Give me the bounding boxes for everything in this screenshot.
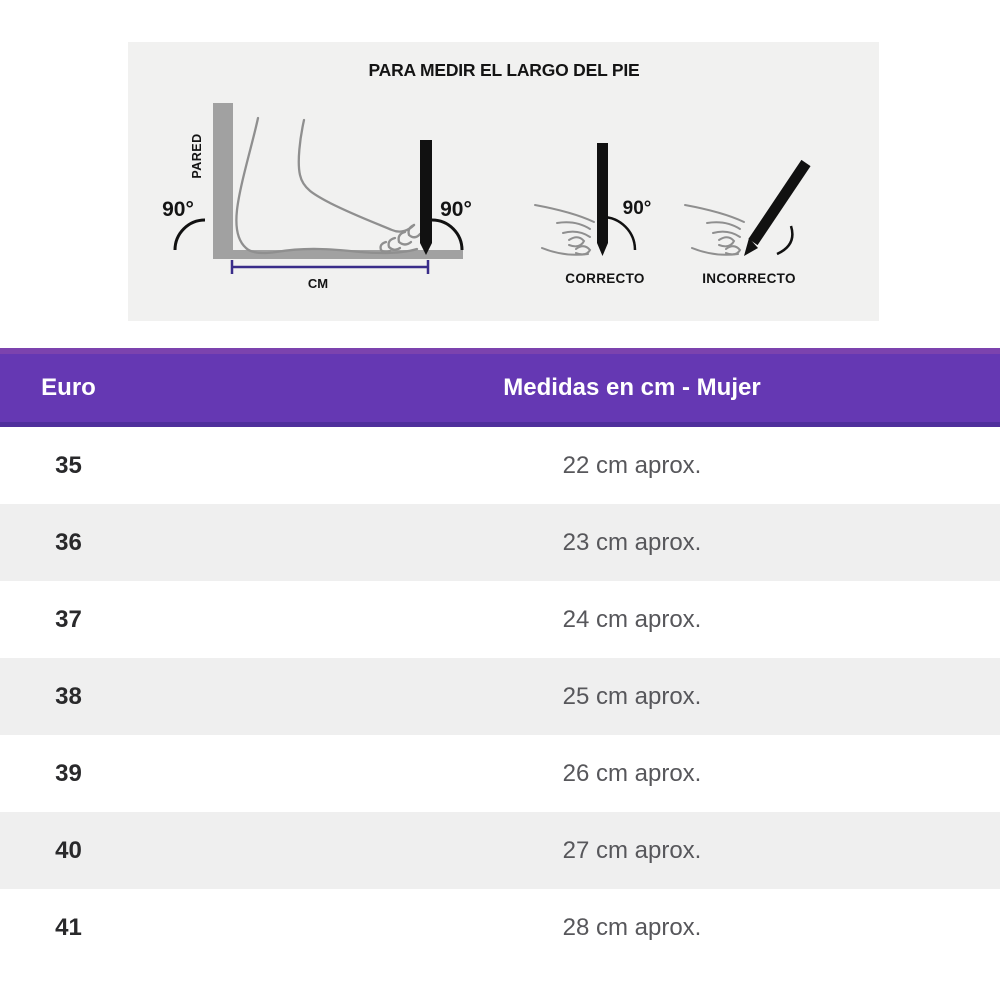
euro-size: 36 xyxy=(55,528,82,556)
euro-size: 39 xyxy=(55,759,82,787)
euro-size: 38 xyxy=(55,682,82,710)
incorrect-angle-arc xyxy=(776,225,794,256)
size-table: Euro Medidas en cm - Mujer 35 22 cm apro… xyxy=(0,348,1000,966)
correct-hand-sketch xyxy=(534,204,595,256)
incorrect-label: INCORRECTO xyxy=(702,271,796,286)
wall-label: PARED xyxy=(190,133,204,178)
angle-left-label: 90° xyxy=(162,198,194,221)
incorrect-pencil-icon xyxy=(744,159,811,256)
foot-measurement-diagram: PARA MEDIR EL LARGO DEL PIE PARED 90° 90… xyxy=(128,42,879,321)
euro-size: 37 xyxy=(55,605,82,633)
correct-angle-label: 90° xyxy=(623,198,652,219)
cm-value: 26 cm aprox. xyxy=(562,759,702,787)
cm-label: CM xyxy=(308,276,328,291)
angle-left-arc xyxy=(173,218,206,251)
euro-size: 41 xyxy=(55,913,82,941)
angle-right-label: 90° xyxy=(440,198,472,221)
cm-measure-line xyxy=(230,260,430,274)
cm-value: 25 cm aprox. xyxy=(562,682,702,710)
cm-value: 27 cm aprox. xyxy=(562,836,702,864)
correct-pencil-icon xyxy=(597,143,608,256)
cm-value: 24 cm aprox. xyxy=(562,605,702,633)
header-euro: Euro xyxy=(41,374,96,401)
foot-outline xyxy=(235,116,422,255)
table-row: 36 23 cm aprox. xyxy=(0,504,1000,581)
table-row: 38 25 cm aprox. xyxy=(0,658,1000,735)
incorrect-hand-sketch xyxy=(684,204,745,256)
correct-angle-arc xyxy=(601,215,637,251)
euro-size: 40 xyxy=(55,836,82,864)
table-header-row: Euro Medidas en cm - Mujer xyxy=(0,348,1000,427)
wall-bar xyxy=(213,103,233,250)
header-medidas: Medidas en cm - Mujer xyxy=(503,374,761,401)
table-row: 37 24 cm aprox. xyxy=(0,581,1000,658)
euro-size: 35 xyxy=(55,451,82,479)
diagram-title: PARA MEDIR EL LARGO DEL PIE xyxy=(368,60,639,80)
angle-right-arc xyxy=(431,218,464,251)
floor-bar xyxy=(213,250,463,259)
cm-value: 22 cm aprox. xyxy=(562,451,702,479)
table-row: 39 26 cm aprox. xyxy=(0,735,1000,812)
measuring-pencil-icon xyxy=(420,140,432,255)
table-row: 35 22 cm aprox. xyxy=(0,427,1000,504)
table-row: 41 28 cm aprox. xyxy=(0,889,1000,966)
table-row: 40 27 cm aprox. xyxy=(0,812,1000,889)
cm-value: 23 cm aprox. xyxy=(562,528,702,556)
cm-value: 28 cm aprox. xyxy=(562,913,702,941)
correct-label: CORRECTO xyxy=(565,271,644,286)
